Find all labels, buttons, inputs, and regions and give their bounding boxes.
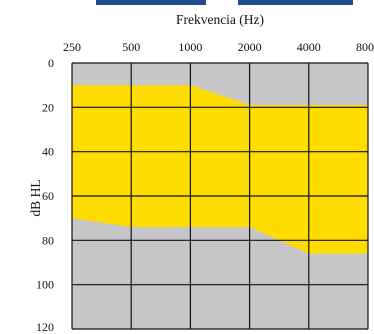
- y-tick-label-120: 120: [36, 320, 54, 334]
- x-axis-title: Frekvencia (Hz): [176, 12, 264, 27]
- y-tick-label-0: 0: [48, 56, 54, 70]
- y-tick-label-20: 20: [42, 100, 54, 114]
- x-tick-label-1000: 1000: [178, 40, 202, 54]
- x-tick-label-2000: 2000: [238, 40, 262, 54]
- y-tick-label-40: 40: [42, 145, 54, 159]
- x-tick-label-4000: 4000: [297, 40, 321, 54]
- x-tick-label-500: 500: [122, 40, 140, 54]
- y-tick-labels: 0 20 40 60 80 100 120: [36, 56, 54, 334]
- y-tick-label-80: 80: [42, 233, 54, 247]
- x-tick-label-250: 250: [63, 40, 81, 54]
- y-axis-title: dB HL: [28, 179, 43, 216]
- y-tick-label-100: 100: [36, 278, 54, 292]
- top-bar-left: [96, 0, 206, 5]
- y-tick-label-60: 60: [42, 189, 54, 203]
- plot-area: [71, 62, 369, 330]
- speech-banana-band: [72, 85, 368, 254]
- top-bar-right: [238, 0, 353, 5]
